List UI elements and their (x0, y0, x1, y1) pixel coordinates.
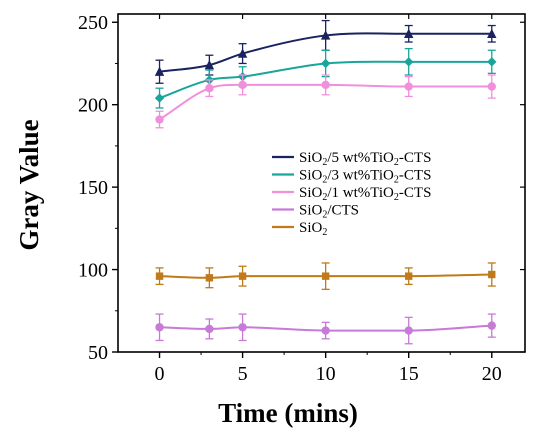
data-point (205, 274, 214, 282)
data-point (154, 93, 165, 103)
data-point (238, 323, 247, 332)
data-point (205, 324, 214, 334)
data-point (487, 82, 496, 91)
data-point (488, 270, 496, 279)
data-point (320, 30, 331, 40)
data-point (205, 83, 214, 93)
data-point (487, 57, 497, 67)
x-tick-label: 15 (399, 363, 419, 385)
series-0 (154, 19, 497, 84)
x-tick-label: 5 (238, 363, 248, 385)
y-tick-label: 100 (78, 260, 108, 282)
data-point (237, 48, 248, 58)
x-tick-label: 20 (482, 363, 502, 385)
data-point (154, 66, 165, 76)
data-point (321, 326, 330, 335)
legend-label: SiO2/5 wt%TiO2-CTS (299, 150, 431, 168)
data-point (155, 323, 164, 332)
data-point (404, 57, 414, 67)
series-2 (155, 74, 496, 129)
legend-label: SiO2/3 wt%TiO2-CTS (299, 168, 431, 186)
data-point (321, 80, 330, 90)
plot-frame (117, 13, 526, 353)
legend-entry: SiO2/1 wt%TiO2-CTS (272, 185, 431, 203)
x-tick-label: 10 (316, 363, 336, 385)
data-point (404, 28, 414, 38)
x-tick-label: 0 (155, 363, 165, 385)
y-tick-label: 250 (78, 12, 108, 34)
x-axis-title: Time (mins) (218, 398, 358, 428)
legend-label: SiO2/CTS (299, 203, 359, 221)
legend-entry: SiO2 (272, 220, 327, 238)
series-4 (155, 262, 496, 290)
data-point (487, 321, 496, 330)
data-point (238, 272, 247, 280)
data-point (320, 58, 331, 69)
data-point (155, 115, 164, 124)
data-point (155, 272, 164, 280)
legend-entry: SiO2/3 wt%TiO2-CTS (272, 168, 431, 186)
data-point (204, 59, 215, 70)
legend-label: SiO2 (299, 220, 327, 238)
y-tick-label: 50 (88, 342, 108, 364)
legend-label: SiO2/1 wt%TiO2-CTS (299, 185, 431, 203)
y-tick-label: 150 (78, 177, 108, 199)
y-tick-label: 200 (78, 95, 108, 117)
data-point (405, 272, 413, 280)
series-3 (155, 313, 496, 345)
legend-entry: SiO2/CTS (272, 203, 359, 221)
y-axis-title: Gray Value (14, 119, 44, 250)
data-point (238, 80, 247, 90)
legend-entry: SiO2/5 wt%TiO2-CTS (272, 150, 431, 168)
data-point (321, 272, 330, 280)
data-point (404, 82, 413, 91)
data-point (487, 28, 497, 38)
data-point (404, 326, 413, 335)
